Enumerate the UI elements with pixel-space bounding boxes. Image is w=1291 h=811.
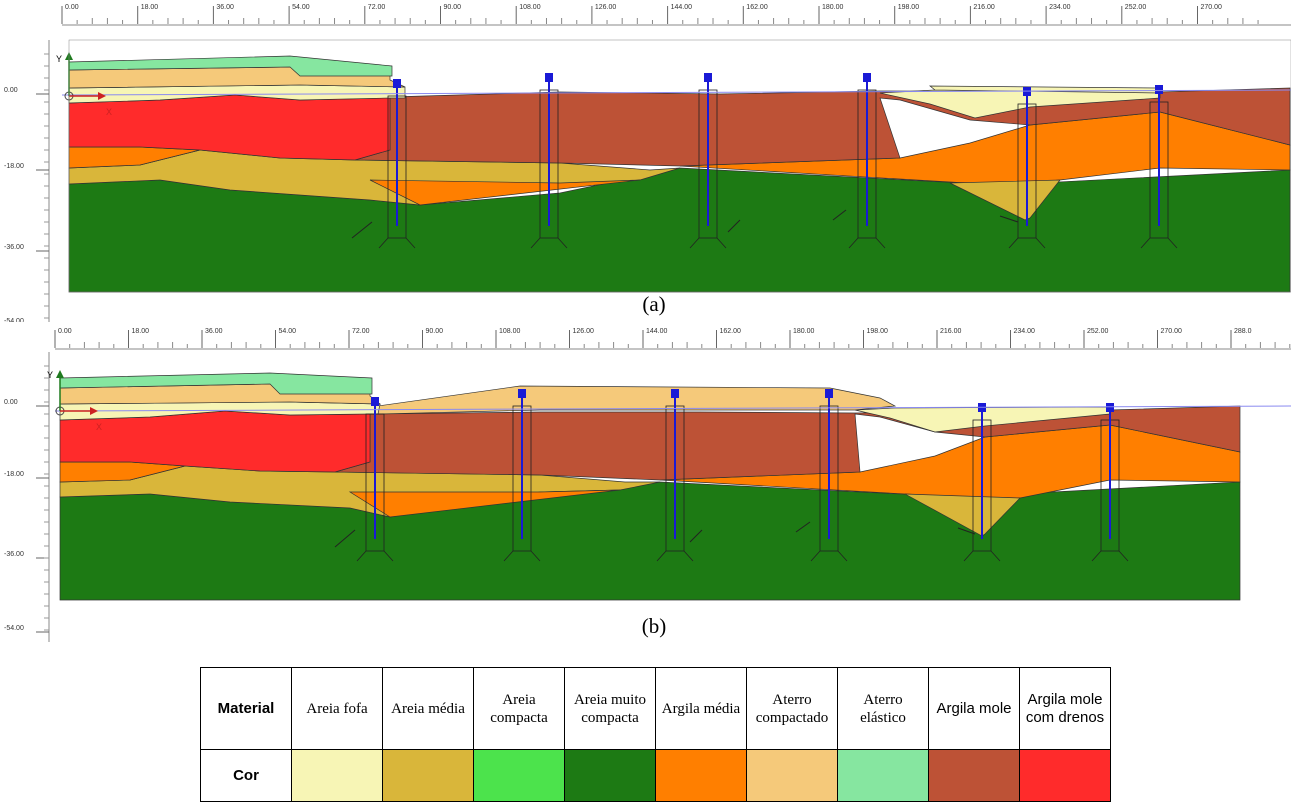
x-ruler-label: 90.00	[444, 4, 462, 11]
x-ruler-label: 162.00	[720, 328, 742, 335]
instruments-a	[351, 73, 1178, 249]
legend-material-name: Argila mole com drenos	[1019, 667, 1111, 750]
water-table-line	[61, 89, 1291, 96]
x-ruler-label: 198.00	[898, 4, 920, 11]
x-ruler-label: 54.00	[292, 4, 310, 11]
caption-a: (a)	[642, 292, 666, 316]
legend-header-material: Material	[200, 667, 292, 750]
x-ruler-label: 252.00	[1087, 328, 1109, 335]
x-ruler-label: 0.00	[58, 328, 72, 335]
legend-swatch	[837, 749, 929, 802]
legend-swatch	[928, 749, 1020, 802]
x-ruler-label: 126.00	[595, 4, 617, 11]
legend-material-name: Aterro compactado	[746, 667, 838, 750]
y-ruler-labels: 0.00 -18.00 -36.00 -54.00	[4, 87, 24, 325]
x-ruler-ticks	[61, 6, 1259, 24]
model-panel-b: 0.00 18.00 36.00 54.00 72.00 90.00 108.00 126.0…	[0, 322, 1291, 642]
svg-text:X: X	[96, 422, 102, 432]
legend-material-name: Areia fofa	[291, 667, 383, 750]
legend-swatch	[746, 749, 838, 802]
x-ruler-label: 234.00	[1014, 328, 1036, 335]
legend-swatch	[291, 749, 383, 802]
x-ruler-label: 288.0	[1234, 328, 1252, 335]
x-ruler-label: 90.00	[426, 328, 444, 335]
soil-layers	[68, 55, 1291, 293]
x-ruler-label: 162.00	[746, 4, 768, 11]
x-ruler-label: 270.00	[1161, 328, 1183, 335]
x-ruler-label: 18.00	[141, 4, 159, 11]
y-ruler-labels: 0.00 -18.00 -36.00 -54.00	[4, 399, 24, 632]
y-ruler-ticks	[36, 365, 49, 633]
y-ruler-label: -54.00	[4, 318, 24, 325]
legend-material-name: Areia muito compacta	[564, 667, 656, 750]
x-ruler-label: 270.00	[1201, 4, 1223, 11]
y-ruler-label: 0.00	[4, 399, 18, 406]
x-ruler-label: 216.00	[940, 328, 962, 335]
x-ruler-label: 36.00	[216, 4, 234, 11]
x-ruler-label: 36.00	[205, 328, 223, 335]
layer-argila-media-mid	[369, 179, 641, 206]
layer-areia-media-lens	[949, 179, 1061, 221]
layer-aterro-elastico	[68, 55, 393, 77]
x-ruler-label: 144.00	[646, 328, 668, 335]
section-drawing-a: 0.00 18.00 36.00 54.00 72.00 90.00 108.00 126.0…	[0, 0, 1291, 330]
legend-swatch	[564, 749, 656, 802]
x-ruler-label: 18.00	[132, 328, 150, 335]
x-ruler-label: 54.00	[279, 328, 297, 335]
legend-swatch	[1019, 749, 1111, 802]
legend-row-material: Material Areia fofa Areia média Areia co…	[200, 667, 1111, 750]
x-ruler-label: 252.00	[1125, 4, 1147, 11]
legend-swatch	[382, 749, 474, 802]
x-ruler-label: 126.00	[573, 328, 595, 335]
soil-layers	[59, 372, 1241, 601]
x-ruler-label: 0.00	[65, 4, 79, 11]
legend-swatch	[655, 749, 747, 802]
x-ruler-label: 180.00	[793, 328, 815, 335]
x-ruler-label: 72.00	[368, 4, 386, 11]
x-ruler-label: 198.00	[867, 328, 889, 335]
svg-text:Y: Y	[56, 54, 62, 64]
legend-row-color: Cor	[200, 749, 1111, 802]
legend-material-name: Argila mole	[928, 667, 1020, 750]
y-ruler-label: -54.00	[4, 625, 24, 632]
model-panel-a: 0.00 18.00 36.00 54.00 72.00 90.00 108.00 126.0…	[0, 0, 1291, 330]
x-ruler-label: 108.00	[519, 4, 541, 11]
caption-b: (b)	[641, 614, 667, 638]
legend-material-name: Areia compacta	[473, 667, 565, 750]
y-ruler-label: -36.00	[4, 244, 24, 251]
section-drawing-b: 0.00 18.00 36.00 54.00 72.00 90.00 108.00 126.0…	[0, 322, 1291, 642]
material-legend-table: Material Areia fofa Areia média Areia co…	[200, 667, 1111, 802]
x-ruler-ticks	[54, 330, 1291, 348]
y-ruler-label: -36.00	[4, 551, 24, 558]
instruments-b	[334, 389, 1129, 562]
x-ruler-label: 108.00	[499, 328, 521, 335]
svg-text:Y: Y	[47, 370, 53, 380]
x-ruler-label: 72.00	[352, 328, 370, 335]
y-ruler-label: -18.00	[4, 163, 24, 170]
svg-text:X: X	[106, 107, 112, 117]
y-ruler-label: -18.00	[4, 471, 24, 478]
legend-swatch	[473, 749, 565, 802]
x-ruler-labels: 0.00 18.00 36.00 54.00 72.00 90.00 108.00 126.0…	[65, 4, 1222, 11]
legend-material-name: Aterro elástico	[837, 667, 929, 750]
x-ruler-label: 216.00	[973, 4, 995, 11]
x-ruler-labels: 0.00 18.00 36.00 54.00 72.00 90.00 108.00 126.0…	[58, 328, 1252, 335]
layer-aterro-elastico	[59, 372, 373, 395]
axis-origin: Y X	[47, 370, 102, 432]
water-table-line	[54, 405, 1291, 412]
layer-argila-media-mid	[348, 489, 621, 518]
x-ruler-label: 234.00	[1049, 4, 1071, 11]
x-ruler-label: 180.00	[822, 4, 844, 11]
y-ruler-label: 0.00	[4, 87, 18, 94]
x-ruler-label: 144.00	[671, 4, 693, 11]
legend-material-name: Argila média	[655, 667, 747, 750]
legend-header-color: Cor	[200, 749, 292, 802]
legend-material-name: Areia média	[382, 667, 474, 750]
